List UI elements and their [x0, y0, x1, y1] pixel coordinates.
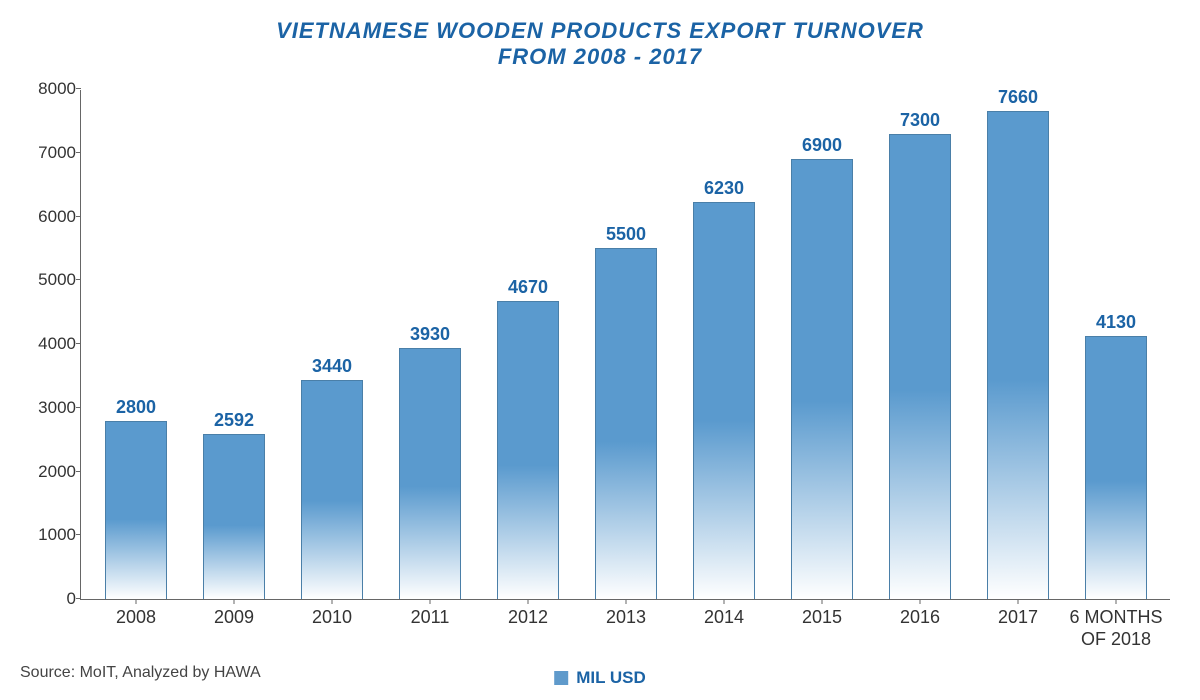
bar-value-label: 6900	[792, 135, 852, 156]
legend: MIL USD	[554, 668, 646, 688]
bar-value-label: 4670	[498, 277, 558, 298]
bar-value-label: 2592	[204, 410, 264, 431]
chart-title: VIETNAMESE WOODEN PRODUCTS EXPORT TURNOV…	[0, 0, 1200, 70]
bar-value-label: 5500	[596, 224, 656, 245]
bar-value-label: 7300	[890, 110, 950, 131]
x-axis-tick-label: 2008	[86, 607, 186, 629]
bar: 2592	[203, 434, 265, 599]
bar: 2800	[105, 421, 167, 600]
title-line-1: VIETNAMESE WOODEN PRODUCTS EXPORT TURNOV…	[0, 18, 1200, 44]
bar: 3930	[399, 348, 461, 599]
bar-value-label: 3930	[400, 324, 460, 345]
x-axis-tick-label: 6 MONTHSOF 2018	[1066, 607, 1166, 650]
bar: 5500	[595, 248, 657, 599]
y-axis-tick-label: 7000	[21, 143, 76, 163]
x-axis-tick-label: 2010	[282, 607, 382, 629]
bar-value-label: 6230	[694, 178, 754, 199]
bar-value-label: 3440	[302, 356, 362, 377]
source-text: Source: MoIT, Analyzed by HAWA	[20, 664, 261, 682]
y-axis-tick-label: 5000	[21, 270, 76, 290]
bar-value-label: 4130	[1086, 312, 1146, 333]
bar: 7300	[889, 134, 951, 599]
x-axis-tick-label: 2017	[968, 607, 1068, 629]
bar: 3440	[301, 380, 363, 599]
x-axis-tick-label: 2009	[184, 607, 284, 629]
bar: 6230	[693, 202, 755, 599]
bar: 6900	[791, 159, 853, 599]
y-axis-tick-label: 1000	[21, 525, 76, 545]
y-axis-tick-label: 8000	[21, 79, 76, 99]
x-axis-tick-label: 2012	[478, 607, 578, 629]
y-axis-tick-label: 2000	[21, 462, 76, 482]
x-axis-tick-label: 2014	[674, 607, 774, 629]
bar: 4670	[497, 301, 559, 599]
y-axis-tick-label: 0	[21, 589, 76, 609]
legend-swatch	[554, 671, 568, 685]
x-axis-tick-label: 2015	[772, 607, 872, 629]
bar-chart: 0100020003000400050006000700080002800200…	[80, 90, 1170, 600]
y-axis-tick-label: 3000	[21, 398, 76, 418]
x-axis-tick-label: 2011	[380, 607, 480, 629]
y-axis-tick-label: 6000	[21, 207, 76, 227]
bar-value-label: 7660	[988, 87, 1048, 108]
title-line-2: FROM 2008 - 2017	[0, 44, 1200, 70]
y-axis-tick-label: 4000	[21, 334, 76, 354]
bar-value-label: 2800	[106, 397, 166, 418]
legend-label: MIL USD	[576, 668, 646, 688]
bar: 4130	[1085, 336, 1147, 599]
x-axis-tick-label: 2013	[576, 607, 676, 629]
x-axis-tick-label: 2016	[870, 607, 970, 629]
bar: 7660	[987, 111, 1049, 599]
